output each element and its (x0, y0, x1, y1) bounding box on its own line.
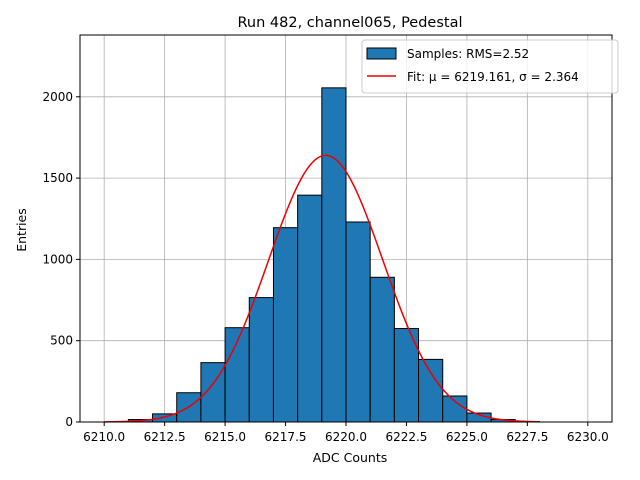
legend-fit-mu: Fit: μ = 6219.161, (407, 70, 519, 84)
y-tick-label: 2000 (42, 90, 73, 104)
legend-label-fit: Fit: μ = 6219.161, σ = 2.364 (407, 70, 579, 84)
x-tick-label: 6220.0 (325, 430, 367, 444)
x-tick-label: 6225.0 (446, 430, 488, 444)
histogram-bar (248, 297, 274, 423)
legend: Samples: RMS=2.52 Fit: μ = 6219.161, σ =… (361, 39, 619, 94)
y-tick-label: 0 (65, 415, 73, 429)
histogram-bar (393, 328, 420, 423)
x-tick-label: 6217.5 (265, 430, 307, 444)
histogram-bar (345, 221, 371, 423)
legend-swatch-samples (366, 47, 397, 60)
x-axis-label: ADC Counts (313, 450, 388, 465)
y-tick-label: 1500 (42, 171, 73, 185)
histogram-bar (442, 395, 468, 423)
x-tick-label: 6212.5 (144, 430, 186, 444)
legend-label-samples: Samples: RMS=2.52 (407, 47, 529, 61)
x-tick-label: 6222.5 (385, 430, 427, 444)
y-axis-ticks: 0 500 1000 1500 2000 (42, 90, 80, 429)
y-tick-label: 500 (50, 334, 73, 348)
x-tick-label: 6215.0 (204, 430, 246, 444)
histogram-bars (127, 87, 540, 423)
chart-title: Run 482, channel065, Pedestal (237, 15, 462, 31)
y-tick-label: 1000 (42, 252, 73, 266)
x-tick-label: 6227.5 (506, 430, 548, 444)
fit-curve (104, 154, 540, 423)
histogram-bar (369, 276, 395, 423)
histogram-bar (297, 194, 323, 423)
x-tick-label: 6210.0 (83, 430, 125, 444)
histogram-bar (321, 87, 347, 423)
x-tick-label: 6230.0 (567, 430, 609, 444)
legend-box (361, 39, 619, 94)
legend-fit-sigma: σ = 2.364 (519, 70, 579, 84)
x-axis-ticks: 6210.0 6212.5 6215.0 6217.5 6220.0 6222.5 6225… (83, 422, 609, 444)
histogram-bar (272, 227, 299, 423)
y-axis-label: Entries (14, 208, 29, 252)
histogram-bar (418, 358, 444, 423)
